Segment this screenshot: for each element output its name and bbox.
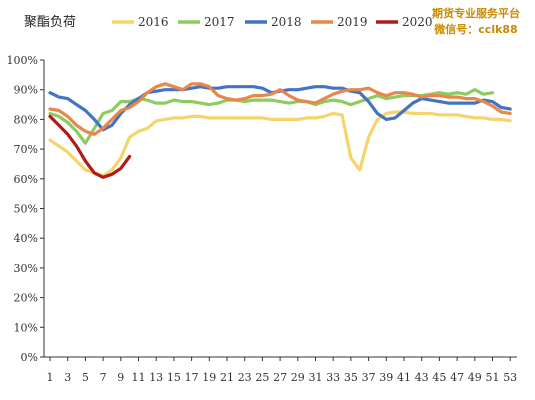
x-tick-label: 19 [202, 371, 216, 384]
y-tick-label: 100% [7, 54, 38, 67]
x-tick-label: 7 [100, 371, 107, 384]
y-tick-label: 0% [21, 351, 38, 364]
legend-label-2016: 2016 [138, 15, 169, 29]
series-line-2020 [48, 114, 132, 179]
x-tick-label: 13 [149, 371, 163, 384]
x-tick-label: 45 [432, 371, 446, 384]
x-tick-label: 9 [117, 371, 124, 384]
y-tick-label: 50% [14, 203, 38, 216]
y-tick-label: 80% [14, 113, 38, 126]
y-tick-label: 70% [14, 143, 38, 156]
legend-label-2018: 2018 [271, 15, 302, 29]
x-tick-label: 29 [291, 371, 305, 384]
x-tick-label: 17 [185, 371, 199, 384]
y-tick-label: 20% [14, 292, 38, 305]
x-tick-label: 39 [379, 371, 393, 384]
x-tick-label: 47 [450, 371, 464, 384]
y-tick-label: 60% [14, 173, 38, 186]
watermark-line2: 微信号：cclk88 [433, 22, 517, 36]
x-tick-label: 49 [468, 371, 482, 384]
x-tick-label: 25 [255, 371, 269, 384]
chart-title: 聚酯负荷 [24, 15, 76, 30]
x-tick-label: 33 [326, 371, 340, 384]
watermark-line1: 期货专业服务平台 [432, 6, 520, 20]
legend: 2016 2017 2018 2019 2020 [112, 15, 433, 29]
legend-label-2020: 2020 [402, 15, 433, 29]
x-tick-label: 5 [82, 371, 89, 384]
x-tick-label: 35 [344, 371, 358, 384]
y-ticks: 0% 10% 20% 30% 40% 50% 60% 70% 80% 90% 100% [7, 54, 44, 364]
x-tick-label: 43 [415, 371, 429, 384]
axes [43, 60, 517, 358]
x-tick-label: 31 [309, 371, 323, 384]
series-line-2019 [48, 82, 512, 136]
x-ticks: 1 3 5 7 9 11 13 15 17 19 21 23 25 27 29 31 33 35 37 39 41 43 4… [47, 357, 517, 384]
x-tick-label: 41 [397, 371, 411, 384]
watermark: 期货专业服务平台 微信号：cclk88 [432, 6, 520, 36]
x-tick-label: 1 [47, 371, 54, 384]
legend-label-2017: 2017 [204, 15, 235, 29]
x-tick-label: 11 [132, 371, 146, 384]
y-tick-label: 30% [14, 262, 38, 275]
x-tick-label: 21 [220, 371, 234, 384]
y-tick-label: 10% [14, 321, 38, 334]
x-tick-label: 23 [238, 371, 252, 384]
y-tick-label: 40% [14, 232, 38, 245]
x-tick-label: 27 [273, 371, 287, 384]
x-tick-label: 51 [486, 371, 500, 384]
legend-label-2019: 2019 [337, 15, 368, 29]
x-tick-label: 37 [362, 371, 376, 384]
series-line-2016 [48, 110, 512, 178]
x-tick-label: 53 [503, 371, 517, 384]
series-lines [48, 82, 512, 179]
x-tick-label: 15 [167, 371, 181, 384]
x-tick-label: 3 [64, 371, 71, 384]
y-tick-label: 90% [14, 84, 38, 97]
